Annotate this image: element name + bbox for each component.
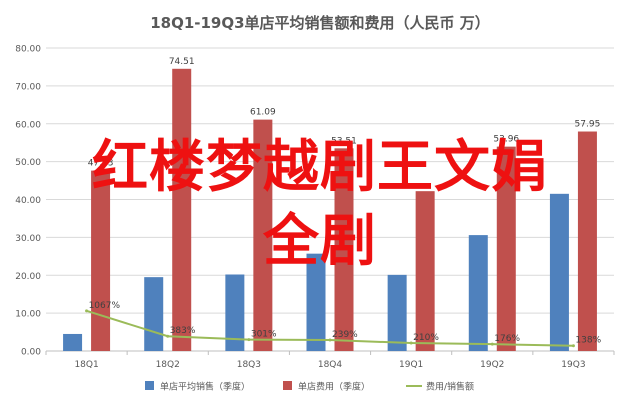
data-labels: 47.63 74.51 61.09 53.51 53.96 57.95 1067% 383% 3… [88,57,602,346]
axes: 0.00 10.00 20.00 30.00 40.00 50.00 60.00 70.00 8… [15,45,615,370]
line-label: 239% [332,330,358,340]
x-tick-label: 18Q3 [237,360,261,370]
bar [577,131,597,351]
line-point [490,342,494,346]
x-tick-label: 19Q1 [399,360,423,370]
y-tick-label: 80.00 [15,45,41,55]
bar [496,146,516,351]
line-label: 383% [170,326,196,336]
line-label: 176% [494,334,520,344]
legend-label: 单店费用（季度） [298,381,370,393]
bar [172,68,192,352]
bar [253,119,273,351]
y-tick-label: 20.00 [15,272,41,282]
bar [91,170,111,351]
legend: 单店平均销售（季度） 单店费用（季度） 费用/销售额 [145,381,474,393]
y-tick-label: 30.00 [15,234,41,244]
line-point [571,344,575,348]
y-tick-label: 60.00 [15,120,41,130]
y-tick-label: 40.00 [15,196,41,206]
line-point [85,309,89,313]
line-point [166,334,170,338]
legend-swatch [145,381,154,390]
bar [468,235,488,351]
line-label: 301% [251,330,277,340]
overlay-text-line2: 全剧 [263,209,377,274]
x-tick-label: 19Q2 [480,360,504,370]
line-point [328,338,332,342]
data-label: 53.51 [331,136,357,146]
line-point [247,338,251,342]
legend-label: 单店平均销售（季度） [160,381,250,393]
legend-swatch [283,381,292,390]
data-label: 47.63 [88,159,114,169]
line-label: 210% [413,333,439,343]
bars [63,68,597,352]
bar [334,148,354,351]
y-tick-label: 0.00 [21,348,41,358]
data-label: 57.95 [575,120,601,130]
overlay-text-line1: 红楼梦越剧王文娟 [92,135,548,200]
y-tick-label: 50.00 [15,158,41,168]
line-point [409,341,413,345]
bar [387,274,407,351]
bar [63,333,83,351]
legend-label: 费用/销售额 [426,381,474,393]
bar [306,253,326,351]
chart-title: 18Q1-19Q3单店平均销售额和费用（人民币 万） [150,14,490,32]
bar [225,274,245,351]
x-tick-label: 18Q4 [318,360,343,370]
bar [144,277,164,351]
data-label: 61.09 [250,108,276,118]
data-label: 74.51 [169,57,195,67]
x-tick-label: 18Q2 [156,360,180,370]
y-tick-label: 10.00 [15,310,41,320]
x-tick-label: 18Q1 [74,360,98,370]
bar [415,191,435,351]
line-label: 138% [575,336,601,346]
x-tick-label: 19Q3 [561,360,585,370]
line-label: 1067% [89,301,121,311]
ratio-line [85,309,575,348]
bar [549,193,569,351]
data-label: 53.96 [493,135,519,145]
y-tick-label: 70.00 [15,82,41,92]
